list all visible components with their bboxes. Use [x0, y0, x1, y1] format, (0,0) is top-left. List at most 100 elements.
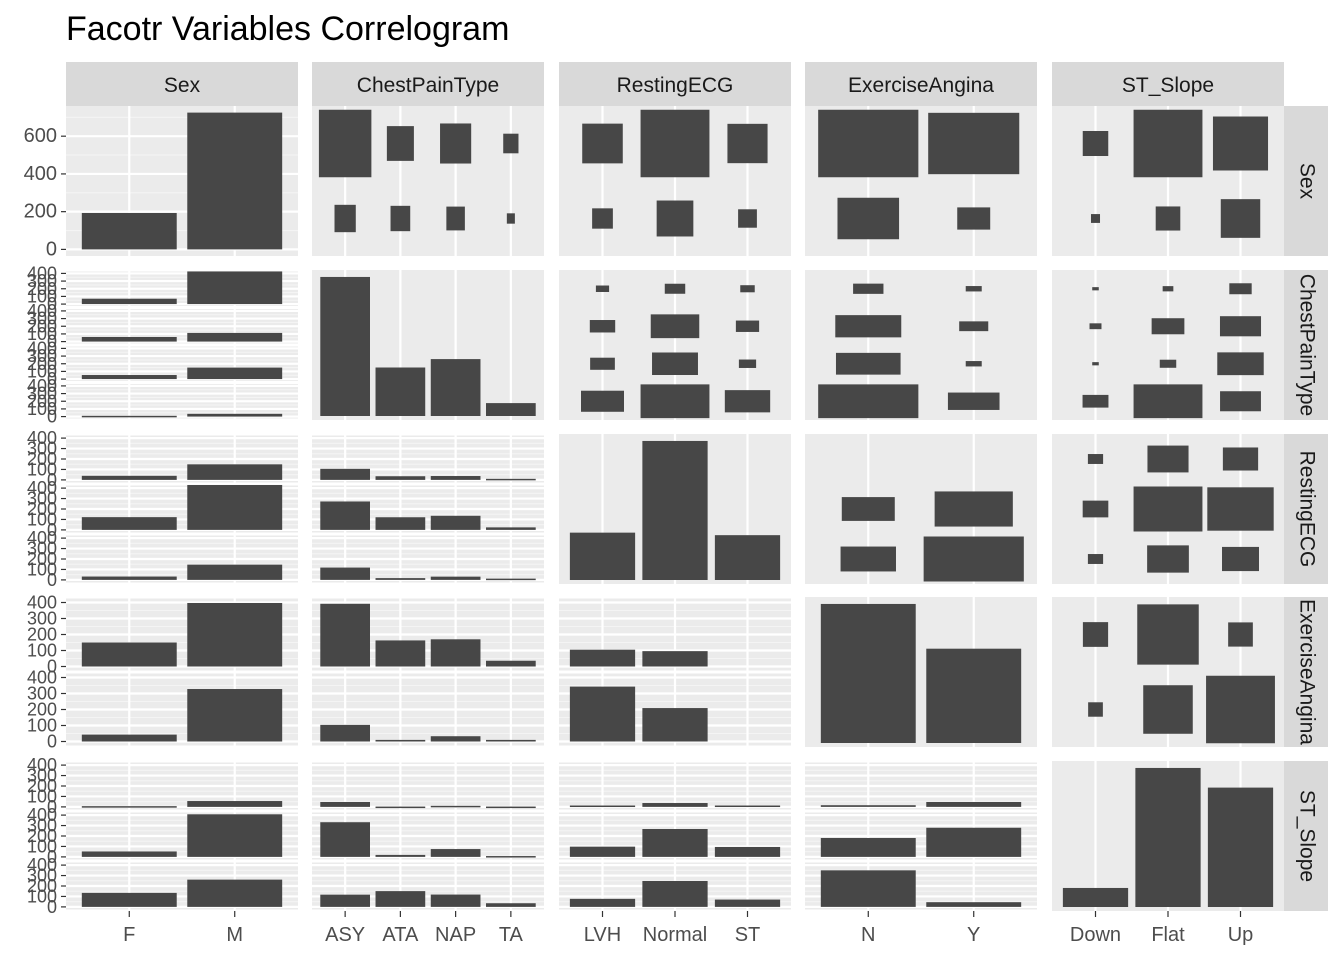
y-tick-label: 400 — [27, 263, 57, 283]
bar-up-normal — [642, 880, 708, 907]
y-tick-label: 100 — [27, 509, 57, 529]
bar-up-ta — [486, 903, 536, 907]
strip-background — [1284, 434, 1328, 584]
box-st-ta — [740, 285, 755, 293]
bar-flat-n — [820, 837, 916, 857]
strip-restingecg: RestingECG — [559, 62, 791, 106]
y-tick-label: 400 — [27, 528, 57, 548]
strip-background — [1284, 761, 1328, 911]
y-tick-label: 300 — [27, 539, 57, 559]
y-tick-label: 100 — [27, 361, 57, 381]
box-n-normal — [841, 497, 895, 521]
box-st-nap — [735, 320, 760, 332]
panel-st-slope-chestpaintype — [312, 762, 544, 910]
box-lvh-f — [592, 208, 613, 229]
y-tick-label: 300 — [27, 816, 57, 836]
panel-exerciseangina-exerciseangina — [805, 597, 1037, 747]
box-st-ata — [738, 359, 757, 368]
bar-lvh-m — [187, 464, 283, 480]
strip-background — [66, 62, 298, 106]
bar-asy-m — [187, 271, 283, 305]
y-tick-label: 100 — [27, 559, 57, 579]
panel-st-slope-st-slope — [1052, 761, 1284, 911]
box-lvh-ata — [590, 357, 615, 370]
bar-down-ta — [486, 806, 536, 809]
box-normal-ta — [664, 283, 686, 294]
x-tick-label: ST — [735, 924, 761, 946]
bar-up — [1207, 787, 1274, 907]
bar-n-normal — [642, 651, 708, 667]
panel-sex-st-slope — [1052, 106, 1284, 256]
panel-chestpaintype-st-slope — [1052, 270, 1284, 420]
bar-flat-f — [81, 851, 177, 857]
box-normal-nap — [650, 314, 700, 339]
y-tick-label: 0 — [47, 897, 57, 917]
box-up-lvh — [1222, 546, 1259, 572]
row-strip-sex: Sex — [1284, 106, 1328, 256]
box-down-y — [1082, 622, 1109, 647]
y-tick-label: 100 — [27, 716, 57, 736]
y-tick-label: 400 — [27, 805, 57, 825]
x-axis-st-slope: Down Flat Up — [1070, 911, 1253, 946]
box-up-ata — [1217, 352, 1264, 376]
x-axis-chestpaintype: ASY ATA NAP TA — [325, 911, 524, 946]
strip-label: ExerciseAngina — [1295, 599, 1318, 745]
box-down-ta — [1092, 287, 1099, 291]
box-normal-ata — [652, 352, 698, 376]
box-ta-f — [506, 213, 515, 224]
box-n-asy — [818, 384, 919, 419]
strip-label: RestingECG — [617, 74, 734, 97]
box-asy-f — [334, 204, 356, 233]
strip-exerciseangina: ExerciseAngina — [805, 62, 1037, 106]
box-lvh-nap — [589, 320, 616, 333]
bar-lvh-f — [81, 475, 177, 480]
bar-normal-nap — [430, 515, 481, 530]
box-flat-lvh — [1147, 545, 1189, 573]
box-down-m — [1082, 130, 1109, 157]
strip-background — [312, 62, 544, 106]
bar-m — [187, 112, 283, 250]
strip-sex: Sex — [66, 62, 298, 106]
y-tick-label: 200 — [27, 354, 57, 374]
bar-asy-f — [81, 298, 177, 305]
bar-lvh-ata — [375, 476, 426, 480]
y-tick-label: 100 — [27, 641, 57, 661]
box-up-ta — [1229, 283, 1252, 295]
y-tick-label: 300 — [27, 439, 57, 459]
y-tick-label: 0 — [47, 657, 57, 677]
x-tick-label: Normal — [643, 924, 707, 946]
box-flat-ta — [1162, 286, 1174, 292]
bar-ta-f — [81, 415, 177, 418]
bar-flat-nap — [430, 849, 481, 857]
bar-flat-ata — [375, 854, 426, 857]
box-nap-m — [440, 123, 472, 164]
box-flat-f — [1155, 206, 1181, 231]
bar-f — [81, 212, 177, 250]
bar-down-m — [187, 801, 283, 807]
y-tick-label: 200 — [27, 279, 57, 299]
bar-y-lvh — [569, 686, 636, 742]
strip-label: RestingECG — [1295, 451, 1318, 568]
panel-sex-chestpaintype — [312, 106, 544, 256]
box-n-ata — [835, 352, 901, 375]
strip-background — [805, 62, 1037, 106]
bar-y-ta — [486, 739, 536, 742]
y-tick-label: 0 — [46, 238, 57, 260]
x-tick-label: F — [123, 924, 135, 946]
bar-flat-lvh — [569, 846, 636, 857]
y-tick-label: 200 — [27, 625, 57, 645]
box-ta-m — [503, 133, 519, 154]
strip-label: ST_Slope — [1295, 790, 1318, 882]
y-tick-label: 400 — [27, 376, 57, 396]
bar-lvh-ta — [486, 478, 536, 481]
x-tick-label: NAP — [435, 924, 476, 946]
bar-up-y — [926, 902, 1022, 907]
bar-ata-f — [81, 336, 177, 342]
bar-down — [1062, 887, 1129, 907]
box-flat-n — [1143, 685, 1193, 734]
bar-y-f — [81, 734, 177, 742]
bar-ata-m — [187, 332, 283, 342]
